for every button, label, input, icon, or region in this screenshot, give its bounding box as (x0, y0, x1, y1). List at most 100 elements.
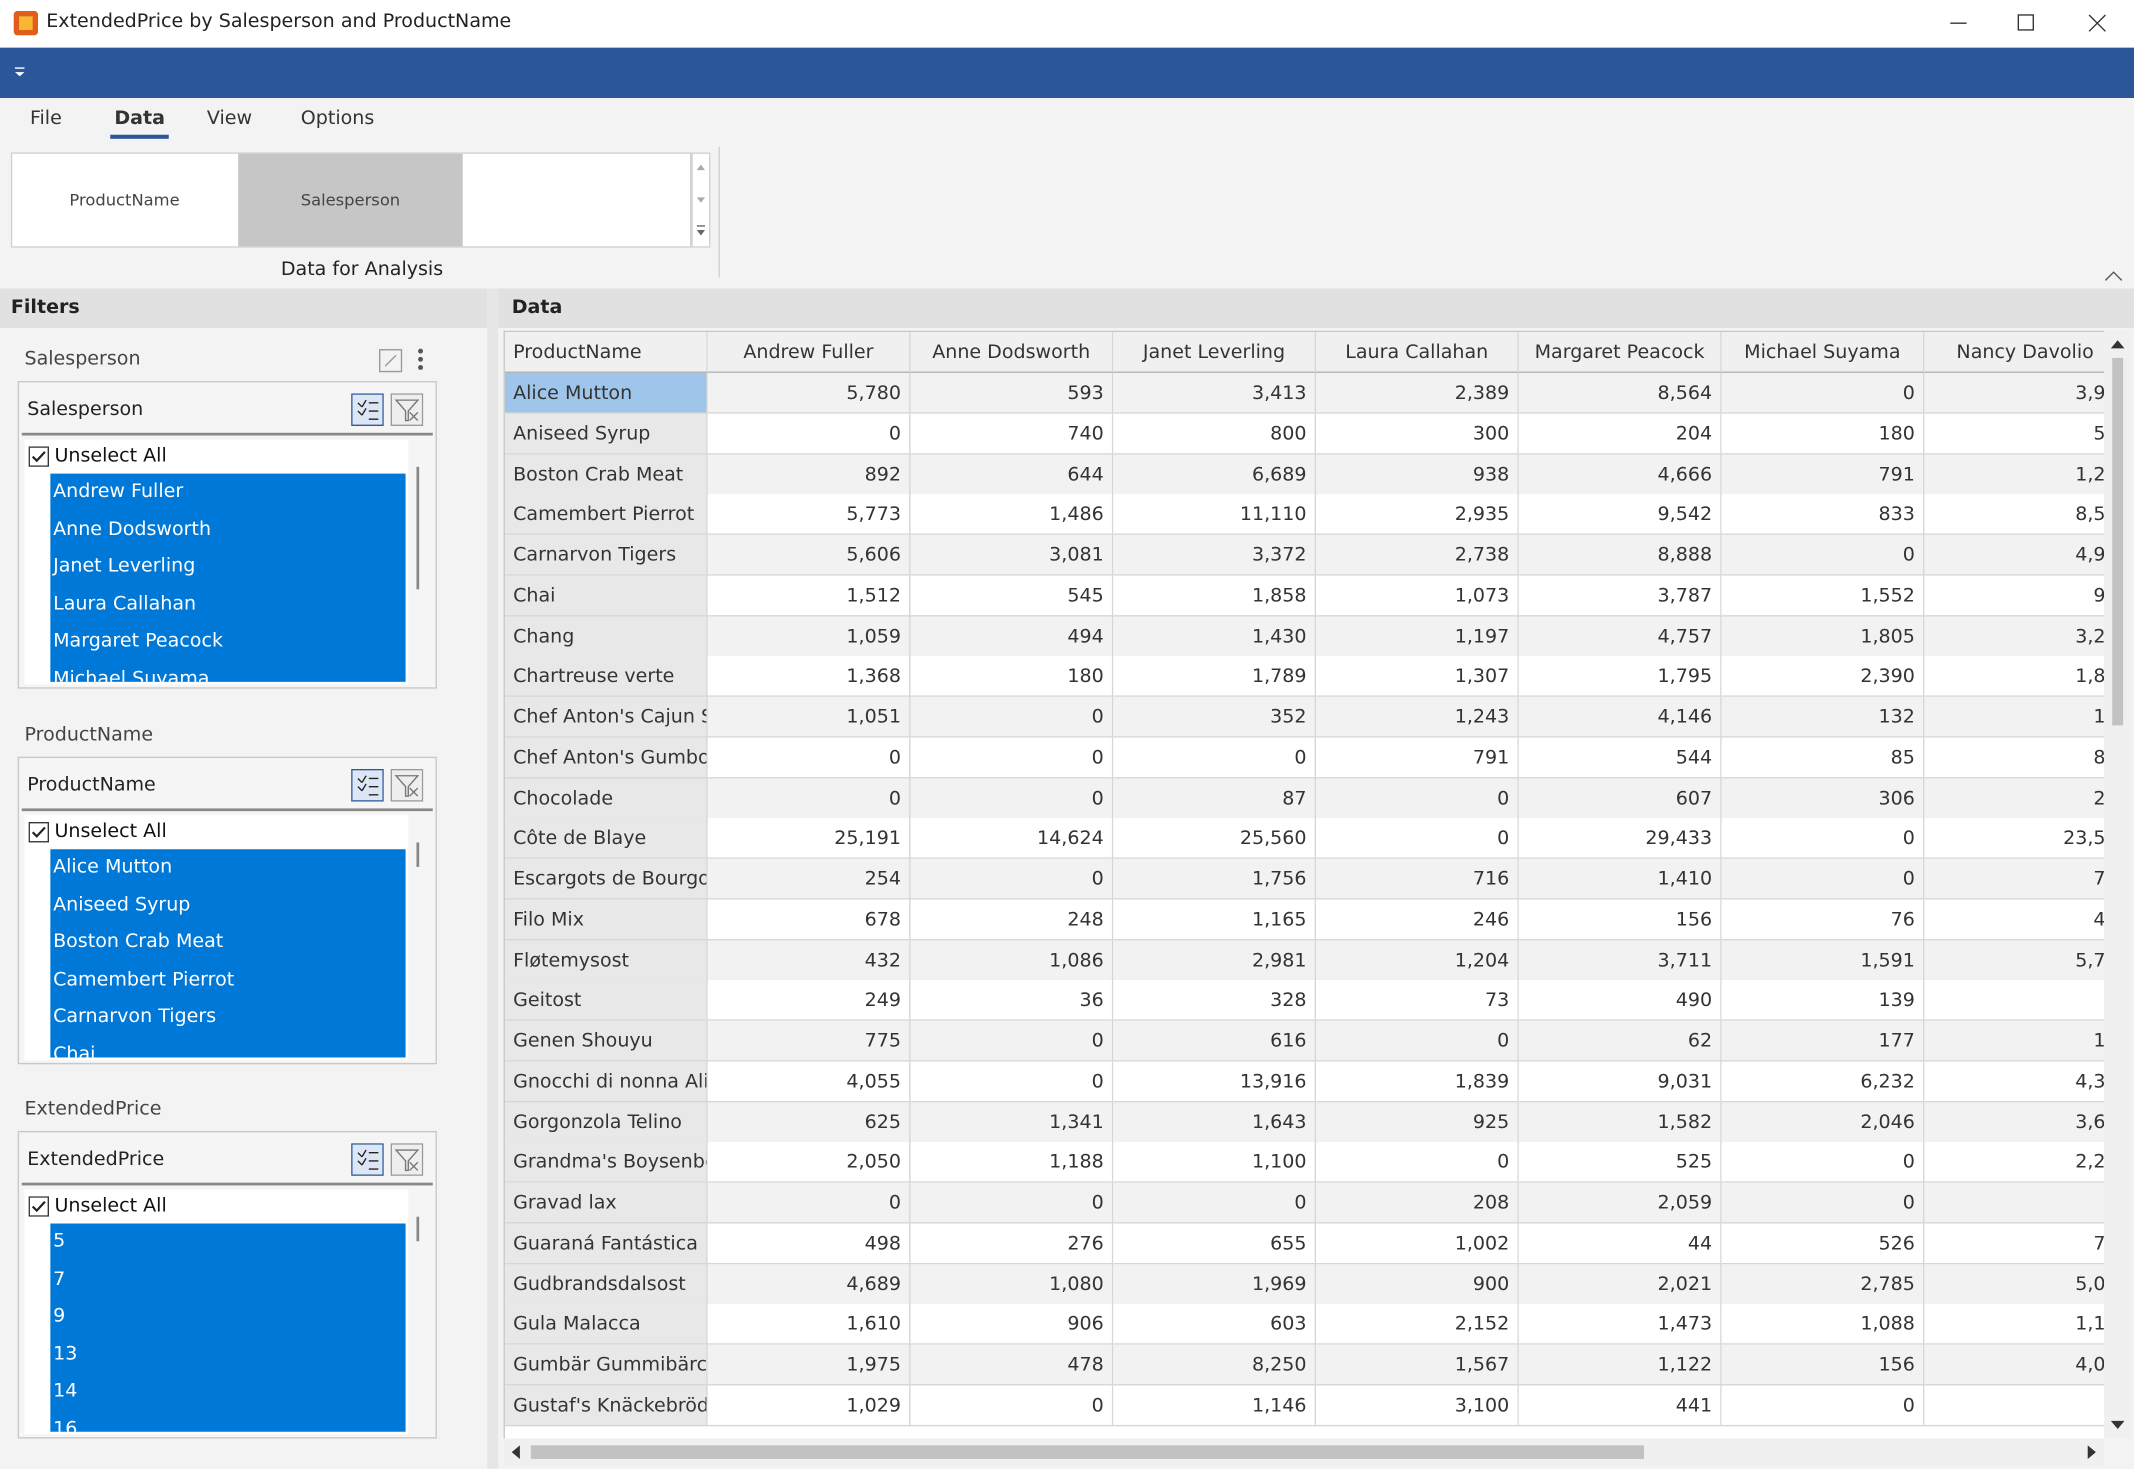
column-header[interactable]: ProductName (504, 332, 708, 373)
data-cell[interactable]: 0 (910, 737, 1114, 779)
data-cell[interactable]: 3,081 (910, 534, 1114, 576)
row-header[interactable]: Chai (504, 575, 708, 617)
data-cell[interactable]: 2,785 (1721, 1263, 1925, 1305)
filter-item[interactable]: 7 (53, 1267, 66, 1290)
column-header[interactable]: Margaret Peacock (1518, 332, 1722, 373)
data-cell[interactable]: 1,146 (1113, 1385, 1317, 1426)
filter-item[interactable]: 16 (53, 1417, 78, 1432)
data-cell[interactable]: 2,152 (1316, 1304, 1519, 1345)
data-cell[interactable]: 1,080 (910, 1263, 1114, 1305)
data-cell[interactable]: 1,073 (1316, 575, 1519, 617)
data-cell[interactable]: 20 (1924, 777, 2105, 819)
data-cell[interactable]: 1,23 (1924, 453, 2105, 495)
data-cell[interactable]: 4,98 (1924, 534, 2105, 576)
data-cell[interactable]: 15 (1924, 1020, 2105, 1062)
data-cell[interactable]: 900 (1316, 1263, 1519, 1305)
data-cell[interactable]: 0 (1721, 1182, 1925, 1224)
menu-tab[interactable]: Options (300, 107, 375, 130)
data-cell[interactable]: 1,858 (1113, 575, 1317, 617)
unselect-all[interactable]: Unselect All (54, 445, 167, 467)
data-cell[interactable]: 490 (1518, 980, 1722, 1022)
data-cell[interactable]: 1,643 (1113, 1101, 1317, 1143)
data-cell[interactable]: 3,413 (1113, 372, 1317, 414)
data-cell[interactable]: 58 (1924, 413, 2105, 455)
data-cell[interactable]: 498 (707, 1223, 911, 1265)
column-header[interactable]: Janet Leverling (1113, 332, 1317, 373)
data-cell[interactable]: 716 (1316, 858, 1519, 900)
data-cell[interactable]: 180 (910, 656, 1114, 698)
data-cell[interactable]: 14,624 (910, 818, 1114, 860)
data-cell[interactable]: 0 (1721, 1385, 1925, 1426)
row-header[interactable]: Carnarvon Tigers (504, 534, 708, 576)
data-cell[interactable]: 0 (1113, 737, 1317, 779)
filter-item[interactable]: Camembert Pierrot (53, 968, 235, 991)
data-cell[interactable]: 5,606 (707, 534, 911, 576)
data-cell[interactable]: 1,430 (1113, 615, 1317, 657)
data-cell[interactable]: 11,110 (1113, 494, 1317, 536)
data-cell[interactable]: 2,059 (1518, 1182, 1722, 1224)
data-cell[interactable]: 8,57 (1924, 494, 2105, 536)
unselect-all[interactable]: Unselect All (54, 1194, 167, 1217)
data-cell[interactable]: 254 (707, 858, 911, 900)
data-cell[interactable]: 5,780 (707, 372, 911, 414)
data-cell[interactable]: 1,122 (1518, 1344, 1722, 1386)
data-cell[interactable]: 906 (910, 1304, 1114, 1345)
data-cell[interactable]: 246 (1316, 899, 1519, 941)
filter-item[interactable]: Chai (53, 1043, 96, 1058)
data-cell[interactable]: 0 (910, 858, 1114, 900)
data-cell[interactable]: 1,341 (910, 1101, 1114, 1143)
data-cell[interactable]: 300 (1316, 413, 1519, 455)
data-cell[interactable]: 1,368 (707, 656, 911, 698)
data-cell[interactable]: 328 (1113, 980, 1317, 1022)
row-header[interactable]: Gravad lax (504, 1182, 708, 1224)
field-button[interactable]: Salesperson (238, 153, 463, 247)
clear-filter-button[interactable] (390, 1143, 424, 1181)
row-header[interactable]: Gumbär Gummibärche (504, 1344, 708, 1386)
data-cell[interactable]: 3,787 (1518, 575, 1722, 617)
row-header[interactable]: Genen Shouyu (504, 1020, 708, 1062)
row-header[interactable]: Escargots de Bourgog (504, 858, 708, 900)
filter-item[interactable]: Carnarvon Tigers (53, 1005, 217, 1028)
data-cell[interactable]: 545 (910, 575, 1114, 617)
checkbox[interactable] (28, 446, 49, 472)
data-cell[interactable]: 2,389 (1316, 372, 1519, 414)
data-cell[interactable]: 0 (1721, 818, 1925, 860)
data-cell[interactable]: 616 (1113, 1020, 1317, 1062)
data-cell[interactable]: 1,100 (1113, 1142, 1317, 1184)
data-cell[interactable]: 833 (1721, 494, 1925, 536)
field-button[interactable]: ProductName (69, 190, 180, 210)
data-cell[interactable]: 2,738 (1316, 534, 1519, 576)
data-cell[interactable]: 0 (1316, 818, 1519, 860)
filter-item[interactable]: 13 (53, 1342, 78, 1365)
data-cell[interactable]: 791 (1316, 737, 1519, 779)
data-cell[interactable]: 9,031 (1518, 1061, 1722, 1103)
column-header[interactable]: Nancy Davolio (1924, 332, 2105, 373)
data-cell[interactable]: 1,051 (707, 696, 911, 738)
data-cell[interactable]: 177 (1721, 1020, 1925, 1062)
row-header[interactable]: Côte de Blaye (504, 818, 708, 860)
data-cell[interactable]: 0 (910, 777, 1114, 819)
data-cell[interactable]: 0 (707, 737, 911, 779)
filter-item[interactable]: 5 (53, 1230, 66, 1253)
data-cell[interactable]: 1,567 (1316, 1344, 1519, 1386)
data-cell[interactable]: 526 (1721, 1223, 1925, 1265)
data-cell[interactable]: 478 (910, 1344, 1114, 1386)
data-cell[interactable]: 0 (910, 696, 1114, 738)
data-cell[interactable]: 0 (707, 1182, 911, 1224)
data-cell[interactable]: 593 (910, 372, 1114, 414)
data-cell[interactable]: 644 (910, 453, 1114, 495)
data-cell[interactable]: 3,372 (1113, 534, 1317, 576)
data-cell[interactable]: 1,486 (910, 494, 1114, 536)
data-cell[interactable]: 494 (910, 615, 1114, 657)
row-header[interactable]: Chang (504, 615, 708, 657)
data-cell[interactable]: 36 (910, 980, 1114, 1022)
data-cell[interactable]: 13,916 (1113, 1061, 1317, 1103)
collapse-ribbon[interactable] (2103, 269, 2125, 283)
data-cell[interactable]: 8,888 (1518, 534, 1722, 576)
v-scrollbar[interactable] (2104, 330, 2132, 1439)
row-header[interactable]: Gula Malacca (504, 1304, 708, 1345)
data-cell[interactable]: 1,243 (1316, 696, 1519, 738)
data-cell[interactable]: 62 (1518, 1020, 1722, 1062)
select-all-button[interactable] (351, 393, 384, 431)
splitter[interactable] (487, 288, 499, 1469)
